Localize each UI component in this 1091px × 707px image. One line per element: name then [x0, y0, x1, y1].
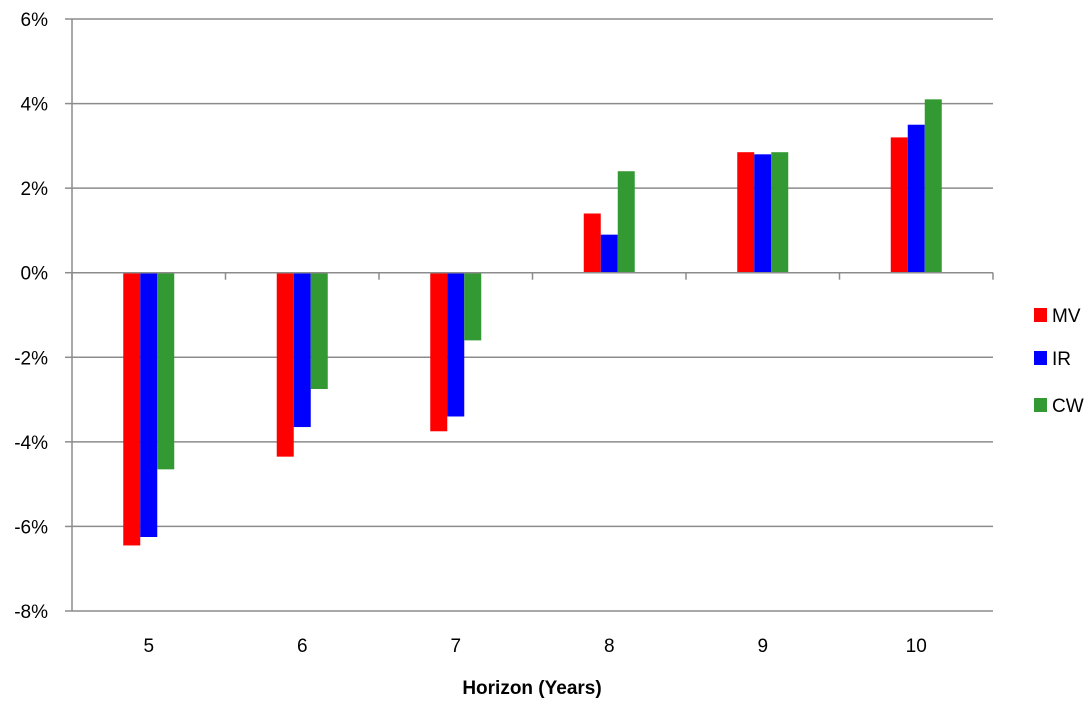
bar-ir-8 — [600, 234, 618, 273]
legend-item-mv[interactable]: MV — [1034, 306, 1081, 327]
legend-label: MV — [1052, 306, 1081, 327]
y-tick-label: 2% — [21, 179, 49, 200]
bar-mv-6 — [276, 272, 294, 457]
bar-cw-7 — [464, 272, 482, 341]
bar-ir-5 — [140, 272, 158, 537]
legend-label: IR — [1052, 349, 1071, 370]
legend-swatch — [1034, 308, 1047, 322]
bar-cw-6 — [310, 272, 328, 389]
bar-ir-7 — [447, 272, 465, 417]
bar-ir-9 — [754, 154, 772, 273]
legend[interactable]: MV IR CW — [1034, 306, 1084, 417]
bar-ir-10 — [907, 124, 925, 273]
legend-label: CW — [1052, 396, 1084, 417]
y-tick-label: 6% — [21, 10, 49, 31]
y-tick-label: -2% — [14, 348, 48, 369]
legend-swatch — [1034, 351, 1047, 365]
bar-cw-8 — [617, 171, 635, 273]
x-tick-label: 8 — [604, 636, 615, 657]
y-tick-label: 0% — [21, 264, 49, 285]
y-tick-labels: 6% 4% 2% 0% -2% -4% -6% -8% — [14, 10, 48, 623]
y-tick-label: -8% — [14, 602, 48, 623]
gridlines — [72, 18, 993, 612]
bar-mv-7 — [430, 272, 448, 432]
bar-cw-9 — [771, 152, 789, 273]
bars — [123, 99, 942, 546]
x-tick-label: 7 — [450, 636, 461, 657]
y-tick-label: -4% — [14, 433, 48, 454]
legend-swatch — [1034, 398, 1047, 412]
x-tick-labels: 5 6 7 8 9 10 — [143, 636, 926, 657]
x-tick-label: 5 — [143, 636, 154, 657]
x-tick-label: 9 — [757, 636, 768, 657]
bar-mv-10 — [890, 137, 908, 273]
bar-mv-9 — [737, 152, 755, 273]
x-tick-label: 10 — [906, 636, 927, 657]
legend-item-cw[interactable]: CW — [1034, 396, 1084, 417]
y-tick-label: -6% — [14, 517, 48, 538]
legend-item-ir[interactable]: IR — [1034, 349, 1071, 370]
bar-ir-6 — [293, 272, 311, 428]
x-axis-title: Horizon (Years) — [462, 678, 601, 699]
bar-mv-5 — [123, 272, 141, 546]
axes — [65, 18, 994, 612]
bar-cw-10 — [924, 99, 942, 273]
y-tick-label: 4% — [21, 95, 49, 116]
bar-cw-5 — [157, 272, 175, 470]
bar-mv-8 — [583, 213, 601, 273]
x-tick-label: 6 — [297, 636, 308, 657]
